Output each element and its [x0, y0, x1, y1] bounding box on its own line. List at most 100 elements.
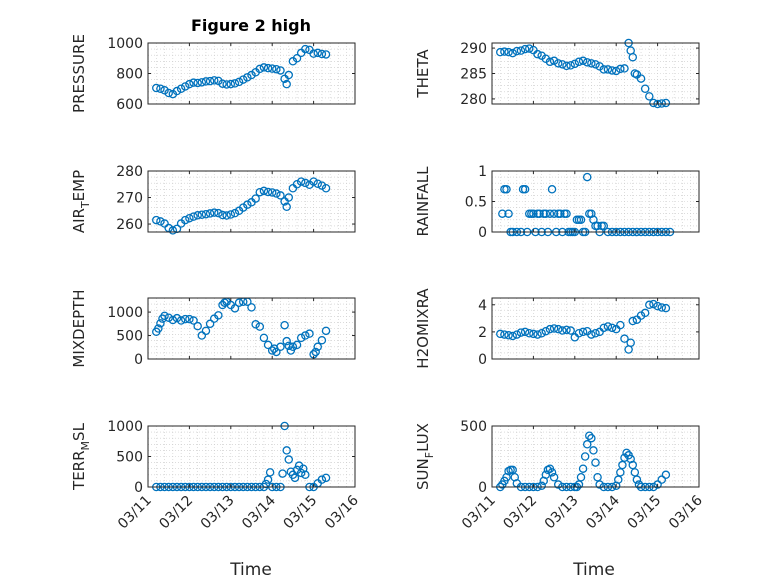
data-point: [311, 347, 320, 357]
data-point: [547, 185, 557, 194]
data-point: [653, 480, 662, 489]
data-point: [309, 49, 318, 58]
data-point: [562, 209, 571, 218]
data-point: [292, 54, 302, 63]
axes-box: [491, 297, 700, 360]
y-axis-label: MIXDEPTH: [70, 289, 88, 367]
data-point: [570, 59, 580, 69]
axes-box: [491, 425, 700, 488]
y-axis-label: THETA: [414, 49, 432, 99]
data-point: [549, 209, 559, 218]
data-point: [218, 210, 227, 220]
grid: [491, 425, 700, 488]
data-point: [547, 468, 557, 477]
y-tick-label: 2: [478, 325, 487, 341]
data-point: [558, 326, 567, 335]
axes-box: [147, 170, 356, 233]
data-point: [284, 70, 294, 80]
data-point: [152, 215, 161, 225]
data-point: [603, 322, 613, 331]
data-point: [292, 340, 302, 350]
y-tick-label: 0: [478, 352, 487, 368]
data-point: [276, 342, 285, 352]
data-point: [255, 322, 265, 331]
data-point: [649, 299, 658, 309]
subplot-mixdepth: 0 500 1000 MIXDEPTH: [70, 289, 356, 368]
x-tick-label: 03/14: [239, 492, 279, 532]
data-point: [574, 328, 584, 338]
y-axis-label: TERRMSL: [70, 422, 92, 491]
plot-area: [148, 426, 355, 487]
data-point: [189, 316, 198, 325]
y-tick-label: 0: [478, 225, 487, 241]
data-point: [599, 323, 609, 333]
data-point: [549, 56, 559, 66]
data-point: [296, 468, 306, 478]
plot-area: [492, 43, 699, 104]
x-tick-label: 03/12: [500, 493, 540, 533]
x-tick-label: 03/13: [198, 493, 238, 533]
data-point: [574, 57, 584, 67]
data-point: [164, 88, 173, 98]
data-point: [185, 213, 194, 223]
data-point: [168, 226, 178, 235]
data-point: [611, 66, 621, 76]
data-point: [603, 65, 613, 74]
data-point: [558, 60, 567, 69]
data-point: [255, 187, 265, 197]
y-tick-label: 260: [116, 217, 143, 233]
data-point: [168, 315, 178, 325]
data-point: [549, 324, 559, 333]
data-point: [263, 340, 273, 350]
data-point: [533, 330, 542, 339]
y-tick-label: 1: [478, 164, 487, 180]
y-tick-label: 500: [460, 419, 487, 435]
y-tick-label: 0: [134, 480, 143, 496]
data-point: [566, 61, 575, 70]
series-theta: [496, 38, 671, 109]
data-point: [251, 194, 260, 203]
series-air-temp: [152, 177, 331, 235]
data-point: [632, 475, 642, 484]
data-point: [496, 47, 505, 57]
data-point: [591, 328, 600, 338]
data-point: [189, 212, 198, 221]
plot-area: [148, 43, 355, 104]
data-point: [553, 59, 563, 68]
data-point: [181, 215, 190, 225]
y-axis-label: SUNFLUX: [414, 423, 436, 490]
y-tick-label: 270: [116, 191, 143, 207]
data-point: [164, 313, 173, 322]
data-point: [234, 298, 244, 307]
data-point: [230, 79, 240, 88]
y-axis-label: PRESSURE: [70, 34, 88, 113]
y-tick-label: 280: [460, 92, 487, 108]
data-point: [193, 211, 202, 220]
data-point: [218, 79, 227, 88]
data-point: [154, 324, 163, 333]
data-point: [653, 301, 662, 311]
data-point: [636, 74, 646, 83]
data-point: [265, 468, 275, 477]
data-point: [193, 321, 202, 331]
data-point: [243, 200, 252, 209]
x-tick-label: 03/15: [281, 493, 321, 533]
data-point: [234, 77, 244, 87]
data-point: [313, 179, 322, 188]
data-point: [556, 209, 565, 218]
data-point: [197, 210, 207, 220]
data-point: [317, 49, 327, 59]
data-point: [272, 64, 281, 74]
data-point: [288, 342, 298, 352]
data-point: [251, 320, 260, 329]
x-tick-label: 03/14: [583, 492, 623, 532]
grid: [147, 425, 356, 488]
y-tick-label: 500: [116, 329, 143, 345]
data-point: [520, 185, 530, 194]
data-point: [226, 210, 236, 219]
data-point: [607, 66, 617, 75]
data-point: [529, 209, 538, 218]
data-point: [296, 177, 306, 186]
data-point: [657, 99, 666, 108]
data-point: [520, 44, 530, 54]
